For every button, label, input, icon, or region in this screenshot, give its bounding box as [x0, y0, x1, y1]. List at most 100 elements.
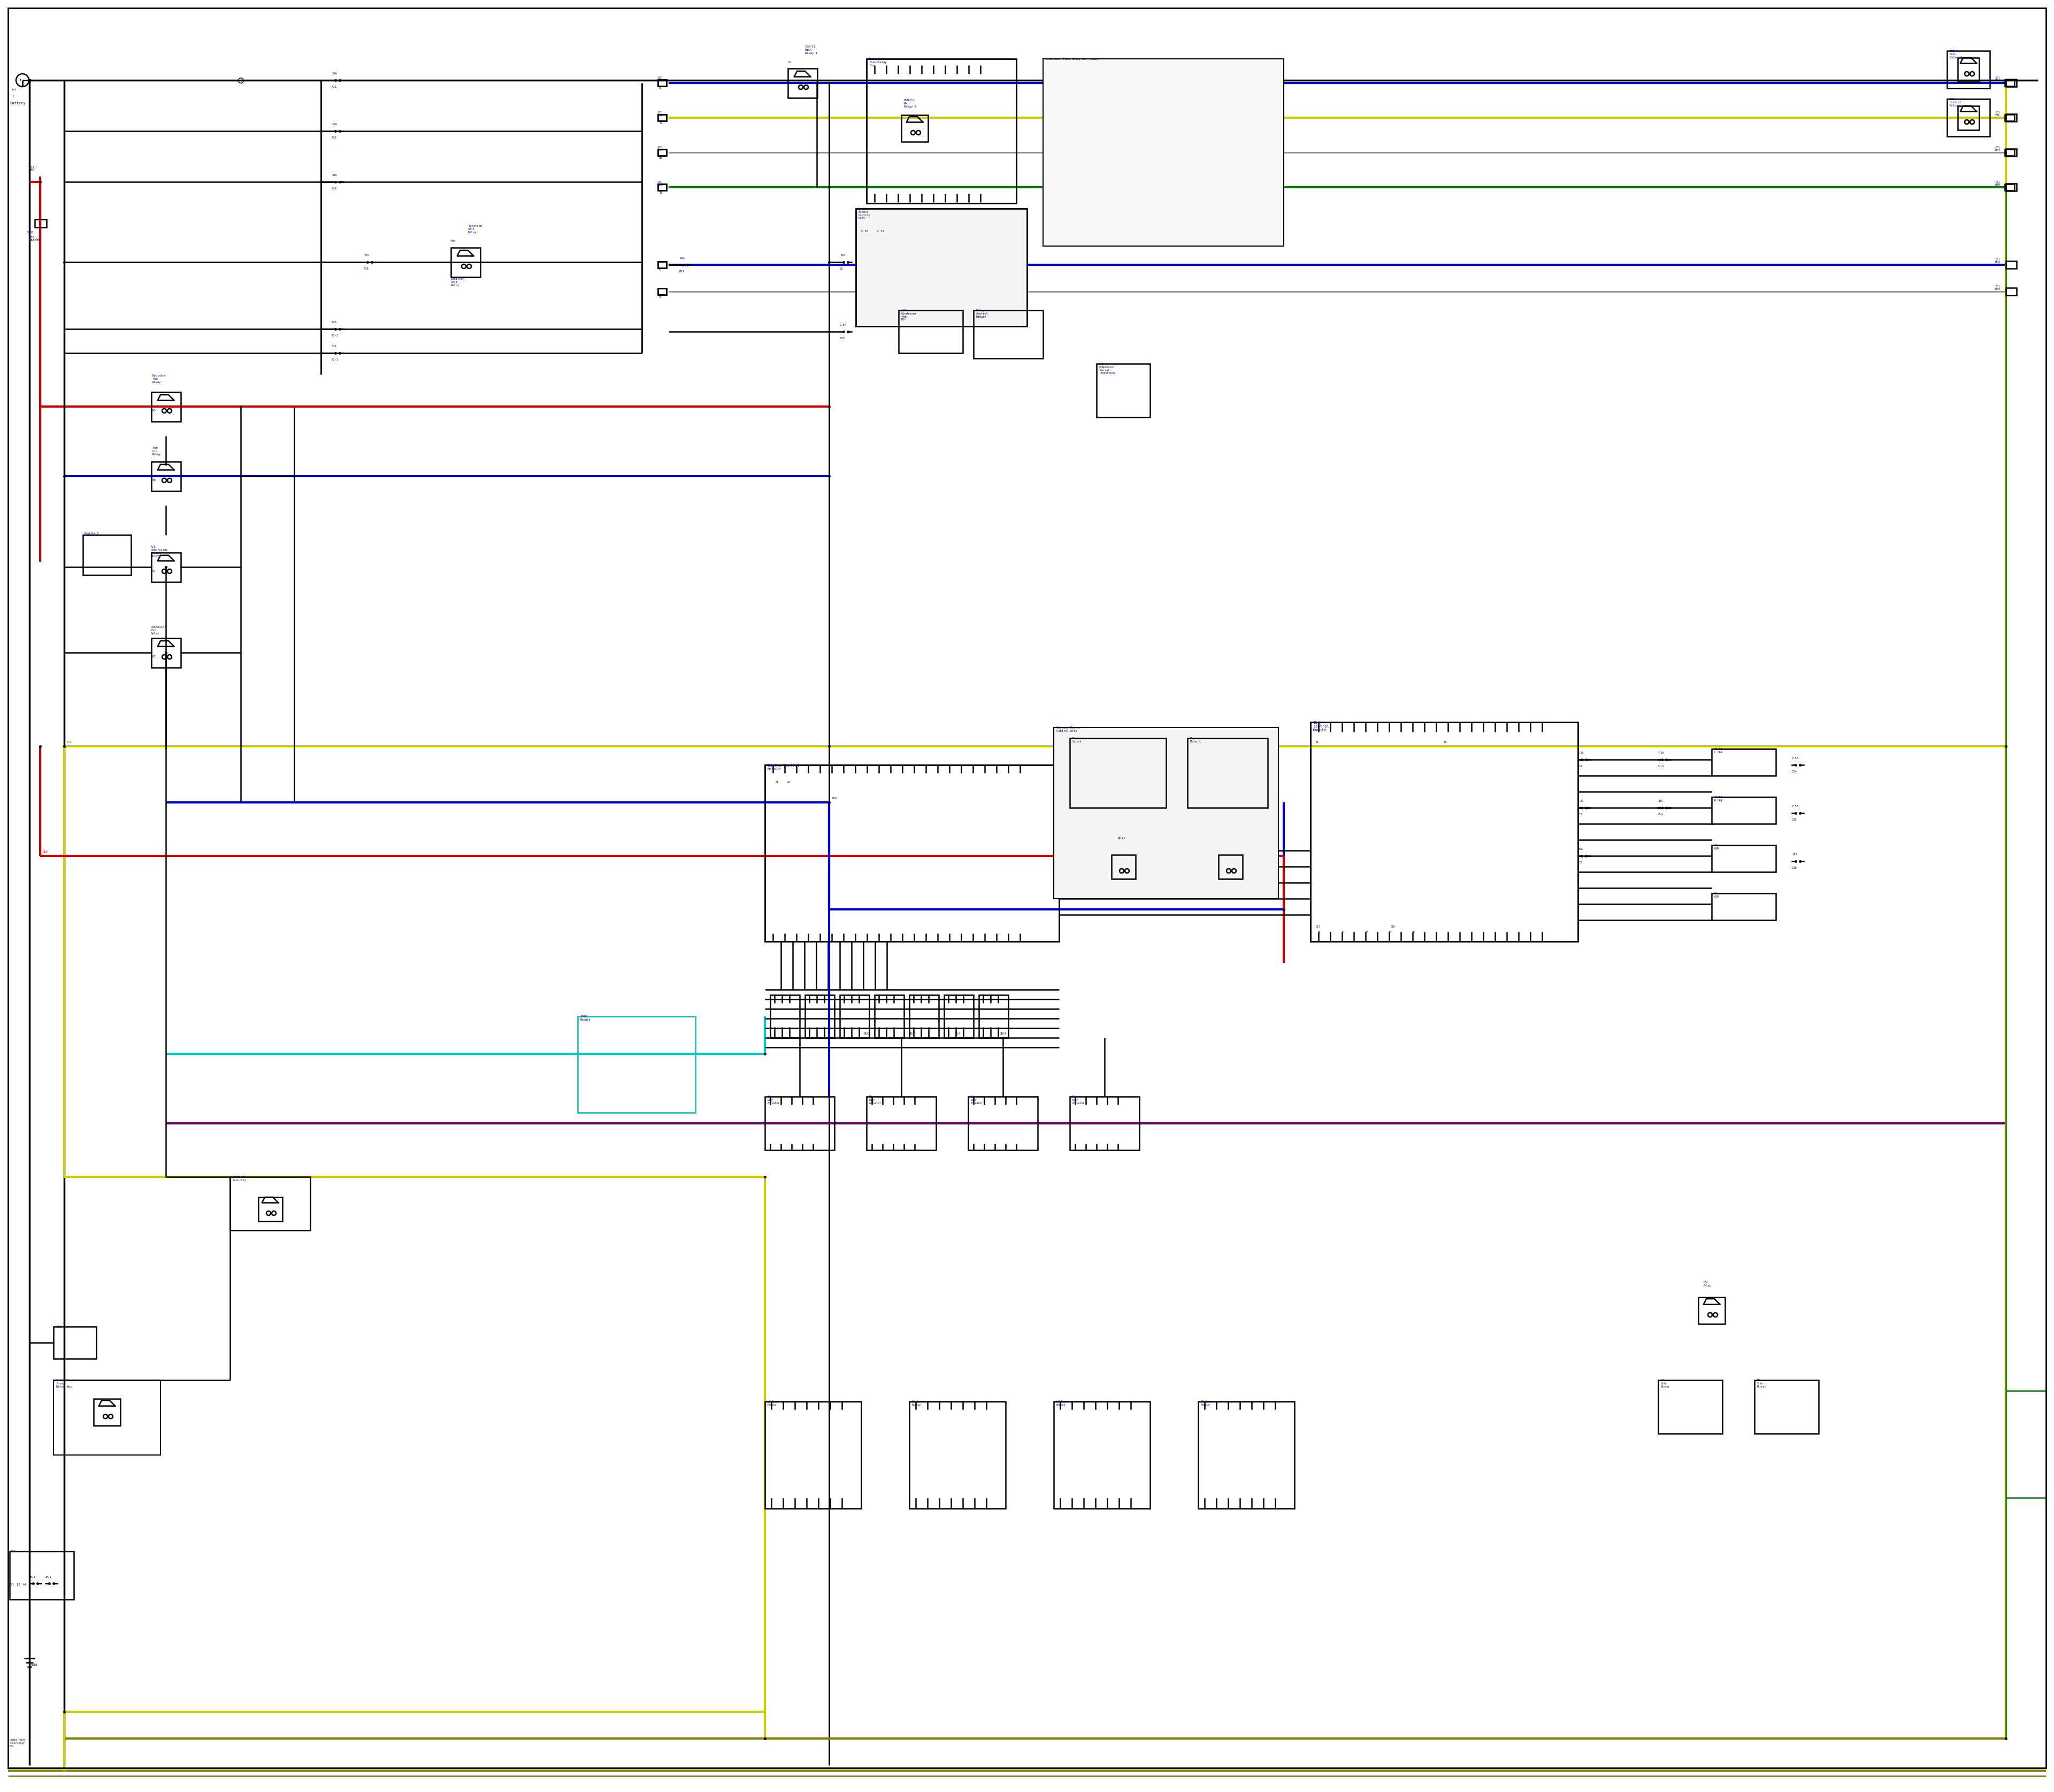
- Text: Underdash Fuse/Relay Box (main): Underdash Fuse/Relay Box (main): [1045, 57, 1099, 61]
- Bar: [577, 1016, 696, 1113]
- Text: Engine Control
Module: Engine Control Module: [768, 763, 799, 771]
- Bar: [1957, 106, 1980, 129]
- Bar: [2007, 262, 2017, 269]
- Text: LF
Door
Actuator: LF Door Actuator: [768, 1095, 781, 1104]
- Text: 19: 19: [659, 192, 663, 194]
- Bar: [1947, 50, 1990, 88]
- Bar: [805, 995, 834, 1038]
- Text: 26: 26: [659, 156, 663, 159]
- Bar: [1711, 846, 1777, 873]
- Bar: [902, 115, 928, 142]
- Bar: [2007, 149, 2017, 156]
- Text: 15A: 15A: [331, 124, 337, 125]
- Text: C34
Relay: C34 Relay: [1703, 1281, 1711, 1287]
- Text: C35: C35: [1791, 819, 1797, 821]
- Text: A4: A4: [1389, 930, 1393, 934]
- Text: ETC
Control
Relay: ETC Control Relay: [1949, 99, 1962, 108]
- Text: 2B/1: 2B/1: [45, 1575, 51, 1579]
- Text: 10A: 10A: [1791, 853, 1797, 857]
- Bar: [1310, 722, 1577, 941]
- Text: IPOM
Module: IPOM Module: [581, 1016, 592, 1021]
- Text: 16A: 16A: [331, 72, 337, 75]
- Bar: [657, 79, 665, 86]
- Text: S001: S001: [31, 1663, 37, 1667]
- Bar: [875, 995, 904, 1038]
- Text: B1
CAN: B1 CAN: [1715, 892, 1719, 898]
- Bar: [1218, 855, 1243, 878]
- Text: C 22: C 22: [877, 229, 883, 233]
- Text: B31: B31: [680, 271, 684, 272]
- Text: RF
Door
Actuator: RF Door Actuator: [869, 1095, 881, 1104]
- Bar: [1043, 59, 1284, 246]
- Text: 12: 12: [659, 122, 663, 125]
- Text: B22: B22: [840, 337, 844, 340]
- Text: A/C
Compressor
Thermal
Protection: A/C Compressor Thermal Protection: [1099, 362, 1115, 375]
- Bar: [657, 262, 665, 269]
- Text: A2: A2: [787, 781, 791, 783]
- Text: 2B/1: 2B/1: [29, 1575, 35, 1579]
- Text: LF
Side
Mirror: LF Side Mirror: [1662, 1380, 1670, 1389]
- Text: A/C
Condenser
Fan
Mtr: A/C Condenser Fan Mtr: [902, 310, 916, 321]
- Text: BLU: BLU: [832, 797, 836, 799]
- Text: 15A: 15A: [1658, 799, 1664, 803]
- Text: YEL: YEL: [68, 740, 72, 744]
- Text: C17: C17: [1317, 925, 1321, 928]
- Bar: [657, 149, 665, 156]
- Bar: [1070, 1097, 1140, 1150]
- Text: Module B: Module B: [84, 532, 99, 536]
- Text: 2B/2: 2B/2: [910, 1032, 916, 1036]
- Bar: [657, 185, 665, 190]
- Text: 2B/3: 2B/3: [955, 1032, 961, 1036]
- Text: 7.5A: 7.5A: [1577, 751, 1584, 754]
- Text: PGM-H
Main
Relay 1: PGM-H Main Relay 1: [1949, 50, 1962, 59]
- Bar: [787, 68, 817, 97]
- Text: C36: C36: [1791, 867, 1797, 869]
- Bar: [82, 536, 131, 575]
- Text: +: +: [18, 77, 23, 82]
- Text: [E]
WHT: [E] WHT: [1994, 145, 2001, 151]
- Bar: [2005, 79, 2015, 86]
- Bar: [1111, 855, 1136, 878]
- Bar: [900, 310, 963, 353]
- Text: B1: B1: [1444, 740, 1448, 744]
- Text: (+): (+): [12, 88, 16, 91]
- Bar: [857, 208, 1027, 326]
- Text: [E]
WHT: [E] WHT: [1994, 285, 2001, 290]
- Bar: [657, 262, 665, 269]
- Text: LF Door
Module: LF Door Module: [768, 1400, 778, 1407]
- Bar: [2007, 183, 2017, 192]
- Bar: [910, 1401, 1006, 1509]
- Text: M44: M44: [450, 240, 456, 242]
- Text: A1: A1: [776, 781, 778, 783]
- Text: [E]
BLU: [E] BLU: [657, 75, 663, 82]
- Text: C 10: C 10: [861, 229, 869, 233]
- Bar: [1947, 99, 1990, 136]
- Text: 10A: 10A: [331, 174, 337, 177]
- Bar: [657, 185, 665, 190]
- Text: [E]
GRN: [E] GRN: [657, 181, 663, 186]
- Bar: [1070, 738, 1167, 808]
- Text: Keyless
Access
Control
Unit: Keyless Access Control Unit: [859, 208, 871, 220]
- Bar: [152, 552, 181, 582]
- Text: IPOM-75
Security: IPOM-75 Security: [232, 1176, 246, 1181]
- Text: A2: A2: [1341, 930, 1345, 934]
- Bar: [259, 1197, 281, 1220]
- Text: 7.5A: 7.5A: [1791, 756, 1799, 760]
- Text: A16: A16: [364, 267, 370, 271]
- Text: RELAY: RELAY: [1117, 837, 1126, 840]
- Text: Relay
Control
Module: Relay Control Module: [976, 310, 988, 317]
- Bar: [867, 1097, 937, 1150]
- Text: 7.5A: 7.5A: [1577, 799, 1584, 803]
- Bar: [1699, 1297, 1725, 1324]
- Text: C7-S: C7-S: [1658, 765, 1664, 767]
- Text: C2A: C2A: [1391, 925, 1395, 928]
- Text: A1: A1: [1319, 930, 1321, 934]
- Text: M45: M45: [150, 409, 156, 412]
- Bar: [657, 115, 665, 120]
- Bar: [450, 247, 481, 276]
- Bar: [867, 59, 1017, 202]
- Text: 7.5A: 7.5A: [1791, 805, 1799, 808]
- Text: [EE]
BLK/WHT: [EE] BLK/WHT: [29, 235, 41, 242]
- Text: [E]
YEL: [E] YEL: [1994, 111, 2001, 116]
- Text: 2B/1: 2B/1: [865, 1032, 871, 1036]
